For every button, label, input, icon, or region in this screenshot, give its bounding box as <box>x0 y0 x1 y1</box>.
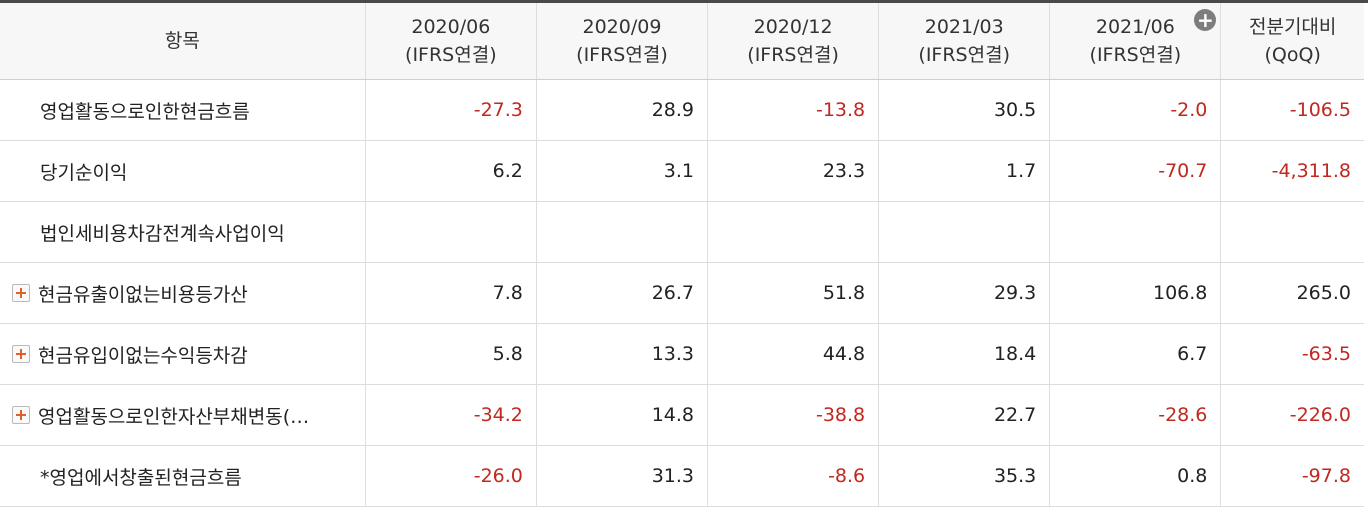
cashflow-table: 항목 2020/06 (IFRS연결) 2020/09 (IFRS연결) 2020/… <box>0 3 1364 507</box>
value-cell: 106.8 <box>1049 262 1221 324</box>
row-label[interactable]: 현금유출이없는비용등가산 <box>0 262 366 324</box>
value-cell: 18.4 <box>878 323 1050 385</box>
top-border <box>0 0 1368 3</box>
value-cell: -38.8 <box>707 384 879 446</box>
row-label-text: 영업활동으로인한현금흐름 <box>40 100 250 123</box>
expand-plus-icon[interactable] <box>12 406 30 424</box>
row-label[interactable]: 영업활동으로인한자산부채변동(… <box>0 384 366 446</box>
row-label-text: 현금유출이없는비용등가산 <box>38 283 248 306</box>
value-cell: 31.3 <box>535 445 708 507</box>
value-cell: 1.7 <box>878 140 1050 202</box>
value-cell: 51.8 <box>707 262 879 324</box>
value-cell: 29.3 <box>878 262 1050 324</box>
value-cell <box>707 201 879 263</box>
row-label-text: *영업에서창출된현금흐름 <box>40 466 242 489</box>
row-label: 법인세비용차감전계속사업이익 <box>0 201 366 263</box>
value-cell: -226.0 <box>1220 384 1364 446</box>
header-col-2021-03: 2021/03 (IFRS연결) <box>878 3 1050 80</box>
value-cell: 13.3 <box>535 323 708 385</box>
table-row: 영업활동으로인한현금흐름 -27.3 28.9 -13.8 30.5 -2.0 -106.5 <box>0 79 1364 141</box>
value-cell: -34.2 <box>364 384 537 446</box>
value-cell: -106.5 <box>1220 79 1364 141</box>
value-cell: 14.8 <box>535 384 708 446</box>
expand-plus-icon[interactable] <box>12 284 30 302</box>
value-cell: 0.8 <box>1049 445 1221 507</box>
header-item: 항목 <box>0 3 366 80</box>
row-label-text: 당기순이익 <box>40 161 128 184</box>
value-cell: 26.7 <box>535 262 708 324</box>
value-cell <box>878 201 1050 263</box>
row-label-text: 현금유입이없는수익등차감 <box>38 344 248 367</box>
value-cell: 28.9 <box>535 79 708 141</box>
row-label-text: 영업활동으로인한자산부채변동(… <box>38 405 310 428</box>
value-cell: -27.3 <box>364 79 537 141</box>
value-cell <box>364 201 537 263</box>
header-col-qoq: 전분기대비 (QoQ) <box>1220 3 1364 80</box>
value-cell: 7.8 <box>364 262 537 324</box>
row-label-text: 법인세비용차감전계속사업이익 <box>40 222 285 245</box>
value-cell: -8.6 <box>707 445 879 507</box>
table-row: *영업에서창출된현금흐름 -26.0 31.3 -8.6 35.3 0.8 -97.8 <box>0 445 1364 507</box>
row-label: 영업활동으로인한현금흐름 <box>0 79 366 141</box>
table-row: 영업활동으로인한자산부채변동(… -34.2 14.8 -38.8 22.7 -28.6-… <box>0 384 1364 446</box>
table-row: 당기순이익 6.2 3.1 23.3 1.7 -70.7 -4,311.8 <box>0 140 1364 202</box>
value-cell: 23.3 <box>707 140 879 202</box>
value-cell: -97.8 <box>1220 445 1364 507</box>
header-col-2020-06: 2020/06 (IFRS연결) <box>364 3 537 80</box>
value-cell: 35.3 <box>878 445 1050 507</box>
header-col-2020-12: 2020/12 (IFRS연결) <box>707 3 879 80</box>
value-cell: -28.6 <box>1049 384 1221 446</box>
value-cell <box>1049 201 1221 263</box>
value-cell: 6.2 <box>364 140 537 202</box>
value-cell: -2.0 <box>1049 79 1221 141</box>
table-row: 현금유출이없는비용등가산 7.8 26.7 51.8 29.3 106.8 265.0 <box>0 262 1364 324</box>
value-cell: 30.5 <box>878 79 1050 141</box>
value-cell <box>1220 201 1364 263</box>
table-row: 법인세비용차감전계속사업이익 <box>0 201 1364 263</box>
value-cell: 265.0 <box>1220 262 1364 324</box>
row-label: *영업에서창출된현금흐름 <box>0 445 366 507</box>
value-cell: -26.0 <box>364 445 537 507</box>
value-cell: -13.8 <box>707 79 879 141</box>
value-cell: 44.8 <box>707 323 879 385</box>
plus-circle-icon[interactable]: + <box>1194 9 1217 31</box>
value-cell: 5.8 <box>364 323 537 385</box>
row-label: 당기순이익 <box>0 140 366 202</box>
expand-plus-icon[interactable] <box>12 345 30 363</box>
value-cell: 22.7 <box>878 384 1050 446</box>
header-row: 항목 2020/06 (IFRS연결) 2020/09 (IFRS연결) 2020/… <box>0 3 1364 80</box>
value-cell: 6.7 <box>1049 323 1221 385</box>
header-col-2020-09: 2020/09 (IFRS연결) <box>535 3 708 80</box>
table-row: 현금유입이없는수익등차감 5.8 13.3 44.8 18.4 6.7 -63.5 <box>0 323 1364 385</box>
value-cell: -4,311.8 <box>1220 140 1364 202</box>
value-cell: -70.7 <box>1049 140 1221 202</box>
value-cell: -63.5 <box>1220 323 1364 385</box>
row-label[interactable]: 현금유입이없는수익등차감 <box>0 323 366 385</box>
value-cell <box>535 201 708 263</box>
value-cell: 3.1 <box>535 140 708 202</box>
header-col-2021-06: 2021/06 (IFRS연결) + <box>1049 3 1221 80</box>
